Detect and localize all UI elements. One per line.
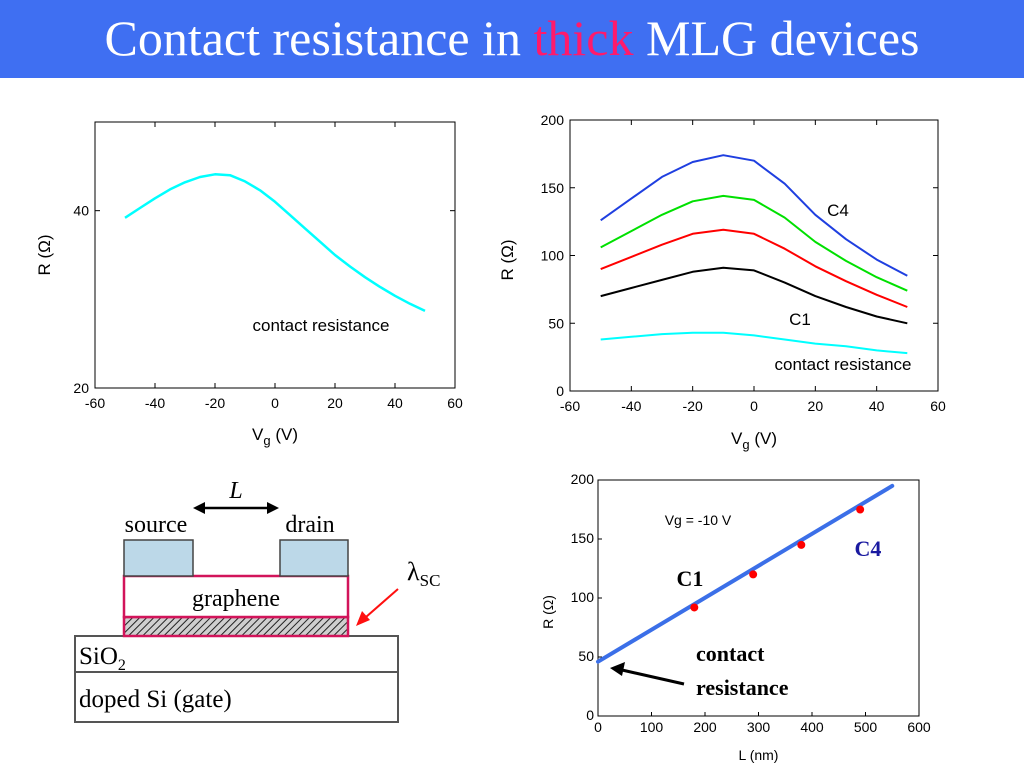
series-line-c1 xyxy=(600,266,908,325)
plot-frame xyxy=(94,121,456,389)
chart-contact-resistance-vs-vg: -60 -40 -20 0 20 40 60 20 40 contact resistance Vg… xyxy=(35,121,463,448)
x-tick-label: 0 xyxy=(594,719,602,735)
x-tick-label: -40 xyxy=(621,398,641,414)
y-axis-label: R (Ω) xyxy=(498,239,517,280)
lambda-arrow-head xyxy=(356,611,370,626)
x-tick-label: 40 xyxy=(387,395,403,411)
graphene-label: graphene xyxy=(192,586,280,612)
x-axis-label-subscript: g xyxy=(742,437,749,452)
x-tick-label: -40 xyxy=(145,395,165,411)
length-label: L xyxy=(228,478,242,504)
length-arrow-head-right xyxy=(267,502,279,514)
chart-resistance-vs-vg-devices: -60 -40 -20 0 20 40 60 0 50 100 150 200 C4 C1 contact … xyxy=(498,112,946,452)
y-tick-label: 100 xyxy=(571,589,595,605)
y-tick-label: 50 xyxy=(578,648,594,664)
data-point xyxy=(749,570,758,579)
y-tick-label: 20 xyxy=(73,380,89,396)
data-point xyxy=(797,540,806,549)
data-point xyxy=(856,505,865,514)
gate-label: doped Si (gate) xyxy=(79,686,232,713)
y-tick-label: 50 xyxy=(548,315,564,331)
x-tick-label: 500 xyxy=(854,719,878,735)
x-tick-label: 0 xyxy=(750,398,758,414)
series-line-contact xyxy=(600,331,908,355)
source-label: source xyxy=(125,512,188,538)
fit-line xyxy=(596,483,895,664)
sio2-subscript: 2 xyxy=(118,657,126,674)
x-tick-label: 400 xyxy=(800,719,824,735)
label-c4: C4 xyxy=(827,201,849,220)
lambda-sc-label: λSC xyxy=(407,557,440,590)
x-axis-label: Vg (V) xyxy=(252,425,298,448)
device-diagram: L source drain graphene SiO2 doped Si (g… xyxy=(74,478,440,723)
label-contact: contact xyxy=(696,641,765,666)
y-tick-label: 200 xyxy=(571,471,595,487)
series-line-c2 xyxy=(600,228,908,308)
title-highlight: thick xyxy=(533,10,634,66)
series-line-contact xyxy=(124,173,426,313)
gate-layer xyxy=(74,671,399,723)
sio2-label: SiO2 xyxy=(79,643,126,674)
lambda-arrow xyxy=(365,588,399,618)
x-axis-label-main: V xyxy=(731,429,743,448)
y-tick-label: 40 xyxy=(73,203,89,219)
annotation-contact-resistance: contact resistance xyxy=(252,316,389,335)
x-tick-label: -20 xyxy=(683,398,703,414)
contact-arrow xyxy=(621,668,685,686)
plot-frame xyxy=(569,119,939,392)
label-c1: C1 xyxy=(789,310,811,329)
y-tick-label: 100 xyxy=(541,248,565,264)
x-tick-label: 60 xyxy=(930,398,946,414)
x-tick-label: 20 xyxy=(327,395,343,411)
x-tick-label: 300 xyxy=(747,719,771,735)
x-tick-label: -60 xyxy=(560,398,580,414)
x-tick-label: -20 xyxy=(205,395,225,411)
lambda-subscript: SC xyxy=(420,571,441,590)
label-c4: C4 xyxy=(855,536,882,561)
contact-arrow-head xyxy=(610,662,625,676)
data-point xyxy=(690,603,699,612)
y-tick-label: 200 xyxy=(541,112,565,128)
x-tick-label: 0 xyxy=(271,395,279,411)
y-tick-label: 0 xyxy=(586,707,594,723)
series-line-c4 xyxy=(600,154,908,277)
slide-title: Contact resistance in thick MLG devices xyxy=(0,6,1024,70)
x-axis-label-unit: (V) xyxy=(271,425,298,444)
x-tick-label: 20 xyxy=(808,398,824,414)
lambda-symbol: λ xyxy=(407,557,420,586)
label-c1: C1 xyxy=(677,566,704,591)
title-bar xyxy=(0,0,1024,78)
title-part-2: MLG devices xyxy=(633,10,920,66)
annotation-vg: Vg = -10 V xyxy=(665,512,732,528)
x-axis-label-main: V xyxy=(252,425,264,444)
y-tick-label: 150 xyxy=(541,180,565,196)
y-tick-label: 0 xyxy=(556,383,564,399)
sio2-main: SiO xyxy=(79,643,118,670)
length-arrow-head-left xyxy=(193,502,205,514)
label-resistance: resistance xyxy=(696,675,789,700)
y-tick-label: 150 xyxy=(571,530,595,546)
x-tick-label: 200 xyxy=(693,719,717,735)
drain-label: drain xyxy=(285,512,334,538)
y-axis-label: R (Ω) xyxy=(540,595,556,629)
x-tick-label: 100 xyxy=(640,719,664,735)
x-axis-label-unit: (V) xyxy=(750,429,777,448)
y-axis-label: R (Ω) xyxy=(35,234,54,275)
x-tick-label: 60 xyxy=(447,395,463,411)
x-tick-label: 40 xyxy=(869,398,885,414)
x-axis-label-subscript: g xyxy=(263,433,270,448)
x-axis-label: Vg (V) xyxy=(731,429,777,452)
graphene-layer xyxy=(122,574,350,619)
source-electrode xyxy=(123,539,194,577)
title-part-1: Contact resistance in xyxy=(104,10,534,66)
label-contact-resistance: contact resistance xyxy=(774,355,911,374)
x-tick-label: -60 xyxy=(85,395,105,411)
chart-resistance-vs-length: 0 100 200 300 400 500 600 0 50 100 150 200 Vg = -10 … xyxy=(540,471,931,763)
x-tick-label: 600 xyxy=(907,719,931,735)
contact-interface xyxy=(122,615,350,638)
drain-electrode xyxy=(279,539,349,577)
series-line-c3 xyxy=(600,194,908,292)
x-axis-label: L (nm) xyxy=(739,747,779,763)
